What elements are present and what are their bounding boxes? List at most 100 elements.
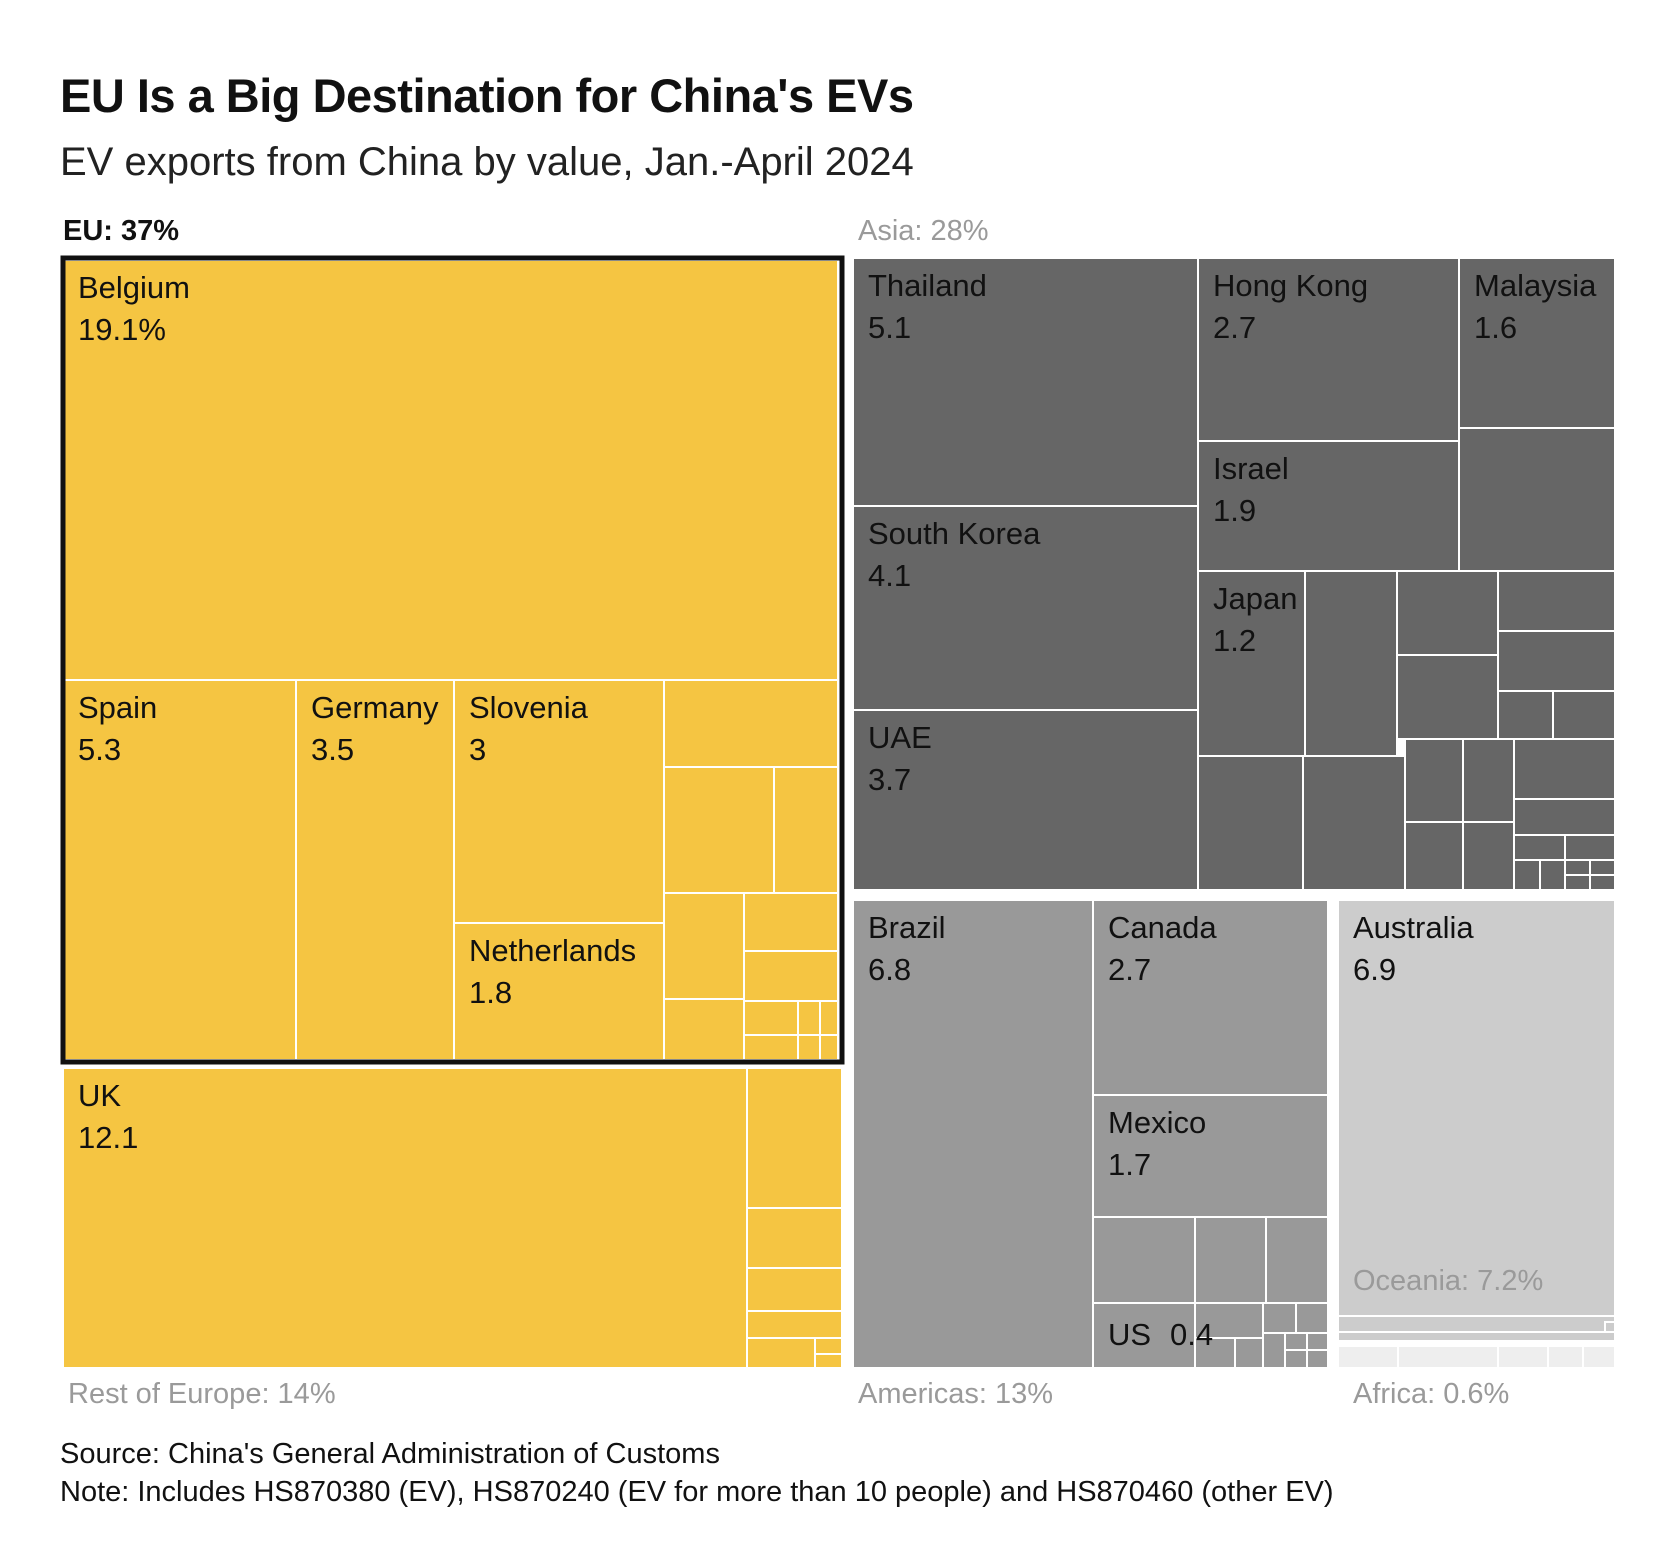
eu-minor-tile-9 — [819, 1000, 839, 1036]
tile-value-us: 0.4 — [1170, 1317, 1213, 1352]
asia-minor-tile-12 — [1404, 821, 1464, 891]
americas-minor-tile-7 — [1295, 1302, 1329, 1334]
oceania-minor-tile-1 — [1337, 1331, 1616, 1342]
tile-value-uk: 12.1 — [78, 1120, 138, 1155]
group-label-eu: EU: 37% — [63, 215, 179, 247]
africa-minor-tile-1 — [1397, 1345, 1499, 1369]
americas-minor-tile-8 — [1262, 1332, 1286, 1369]
eu-minor-tile-3 — [663, 892, 745, 1000]
eu-minor-tile-12 — [819, 1034, 839, 1061]
asia-minor-tile-22 — [1564, 874, 1591, 891]
asia-minor-tile-8 — [1497, 690, 1554, 745]
europe-minor-tile-1 — [746, 1207, 843, 1269]
chart-title: EU Is a Big Destination for China's EVs — [60, 69, 914, 122]
asia-minor-tile-11 — [1462, 738, 1515, 823]
americas-minor-tile-12 — [1306, 1349, 1329, 1369]
asia-minor-tile-5 — [1497, 570, 1616, 632]
tile-value-south-korea: 4.1 — [868, 558, 911, 593]
asia-minor-tile-14 — [1513, 738, 1616, 800]
americas-minor-tile-5 — [1234, 1337, 1264, 1369]
tile-label-south-korea: South Korea — [868, 516, 1041, 551]
tile-label-spain: Spain — [78, 690, 157, 725]
asia-minor-tile-16 — [1513, 834, 1566, 861]
tile-slovenia — [453, 679, 665, 924]
americas-minor-tile-2 — [1265, 1216, 1329, 1304]
asia-minor-tile-10 — [1404, 738, 1464, 823]
americas-minor-tile-4 — [1194, 1337, 1236, 1369]
tile-value-netherlands: 1.8 — [469, 975, 512, 1010]
asia-minor-tile-17 — [1564, 834, 1616, 861]
americas-minor-tile-1 — [1194, 1216, 1267, 1304]
americas-minor-tile-6 — [1262, 1302, 1297, 1334]
africa-minor-tile-0 — [1337, 1345, 1399, 1369]
tile-label-germany: Germany — [311, 690, 439, 725]
tile-japan — [1197, 570, 1306, 757]
tile-label-canada: Canada — [1108, 910, 1217, 945]
asia-minor-tile-2 — [1197, 755, 1304, 891]
asia-minor-tile-9 — [1552, 690, 1616, 745]
tile-value-malaysia: 1.6 — [1474, 310, 1517, 345]
tile-south-korea — [852, 505, 1199, 711]
tile-value-mexico: 1.7 — [1108, 1147, 1151, 1182]
asia-minor-tile-13 — [1462, 821, 1515, 891]
tile-label-mexico: Mexico — [1108, 1105, 1206, 1140]
group-label-oceania: Oceania: 7.2% — [1353, 1265, 1543, 1297]
tile-uae — [852, 709, 1199, 891]
tile-australia — [1337, 899, 1616, 1317]
eu-group-outline — [60, 255, 845, 1065]
tile-label-uk: UK — [78, 1078, 121, 1113]
tile-us — [1092, 1302, 1196, 1369]
tile-hong-kong — [1197, 257, 1460, 442]
europe-minor-tile-6 — [814, 1353, 843, 1369]
asia-minor-tile-21 — [1589, 859, 1616, 876]
americas-minor-tile-0 — [1092, 1216, 1196, 1304]
asia-minor-tile-3 — [1302, 755, 1406, 891]
tile-value-japan: 1.2 — [1213, 623, 1256, 658]
tile-label-israel: Israel — [1213, 451, 1289, 486]
tile-label-thailand: Thailand — [868, 268, 987, 303]
europe-minor-tile-3 — [746, 1310, 843, 1339]
asia-minor-tile-6 — [1396, 654, 1499, 740]
africa-minor-tile-3 — [1547, 1345, 1584, 1369]
tile-value-germany: 3.5 — [311, 732, 354, 767]
oceania-minor-tile-2 — [1604, 1321, 1616, 1333]
eu-minor-tile-2 — [773, 766, 839, 894]
tile-value-uae: 3.7 — [868, 762, 911, 797]
tile-value-canada: 2.7 — [1108, 952, 1151, 987]
africa-minor-tile-2 — [1497, 1345, 1549, 1369]
tile-label-japan: Japan — [1213, 581, 1297, 616]
chart-subtitle: EV exports from China by value, Jan.-Apr… — [60, 140, 914, 184]
eu-minor-tile-6 — [663, 998, 745, 1061]
americas-minor-tile-10 — [1306, 1332, 1329, 1351]
tile-label-belgium: Belgium — [78, 270, 190, 305]
europe-minor-tile-4 — [746, 1337, 816, 1369]
tile-value-slovenia: 3 — [469, 732, 486, 767]
footnote: Note: Includes HS870380 (EV), HS870240 (… — [60, 1476, 1334, 1508]
tile-value-belgium: 19.1% — [78, 312, 166, 347]
eu-minor-tile-7 — [743, 1000, 799, 1036]
europe-minor-tile-5 — [814, 1337, 843, 1355]
europe-minor-tile-2 — [746, 1267, 843, 1312]
tile-mexico — [1092, 1094, 1329, 1218]
tile-canada — [1092, 899, 1329, 1096]
tile-label-brazil: Brazil — [868, 910, 946, 945]
eu-minor-tile-11 — [797, 1034, 821, 1061]
tile-label-slovenia: Slovenia — [469, 690, 589, 725]
tile-label-malaysia: Malaysia — [1474, 268, 1597, 303]
asia-minor-tile-0 — [1458, 427, 1616, 572]
tile-label-netherlands: Netherlands — [469, 933, 636, 968]
europe-minor-tile-0 — [746, 1067, 843, 1209]
asia-minor-tile-18 — [1513, 859, 1541, 891]
tile-value-spain: 5.3 — [78, 732, 121, 767]
americas-minor-tile-11 — [1284, 1349, 1308, 1369]
group-label-americas: Americas: 13% — [858, 1378, 1053, 1410]
asia-minor-tile-20 — [1564, 859, 1591, 876]
asia-minor-tile-1 — [1304, 570, 1398, 757]
eu-minor-tile-5 — [743, 950, 839, 1002]
asia-minor-tile-19 — [1539, 859, 1566, 891]
group-label-africa: Africa: 0.6% — [1353, 1378, 1509, 1410]
asia-minor-tile-7 — [1497, 630, 1616, 692]
tile-belgium — [62, 259, 839, 681]
tile-label-hong-kong: Hong Kong — [1213, 268, 1368, 303]
